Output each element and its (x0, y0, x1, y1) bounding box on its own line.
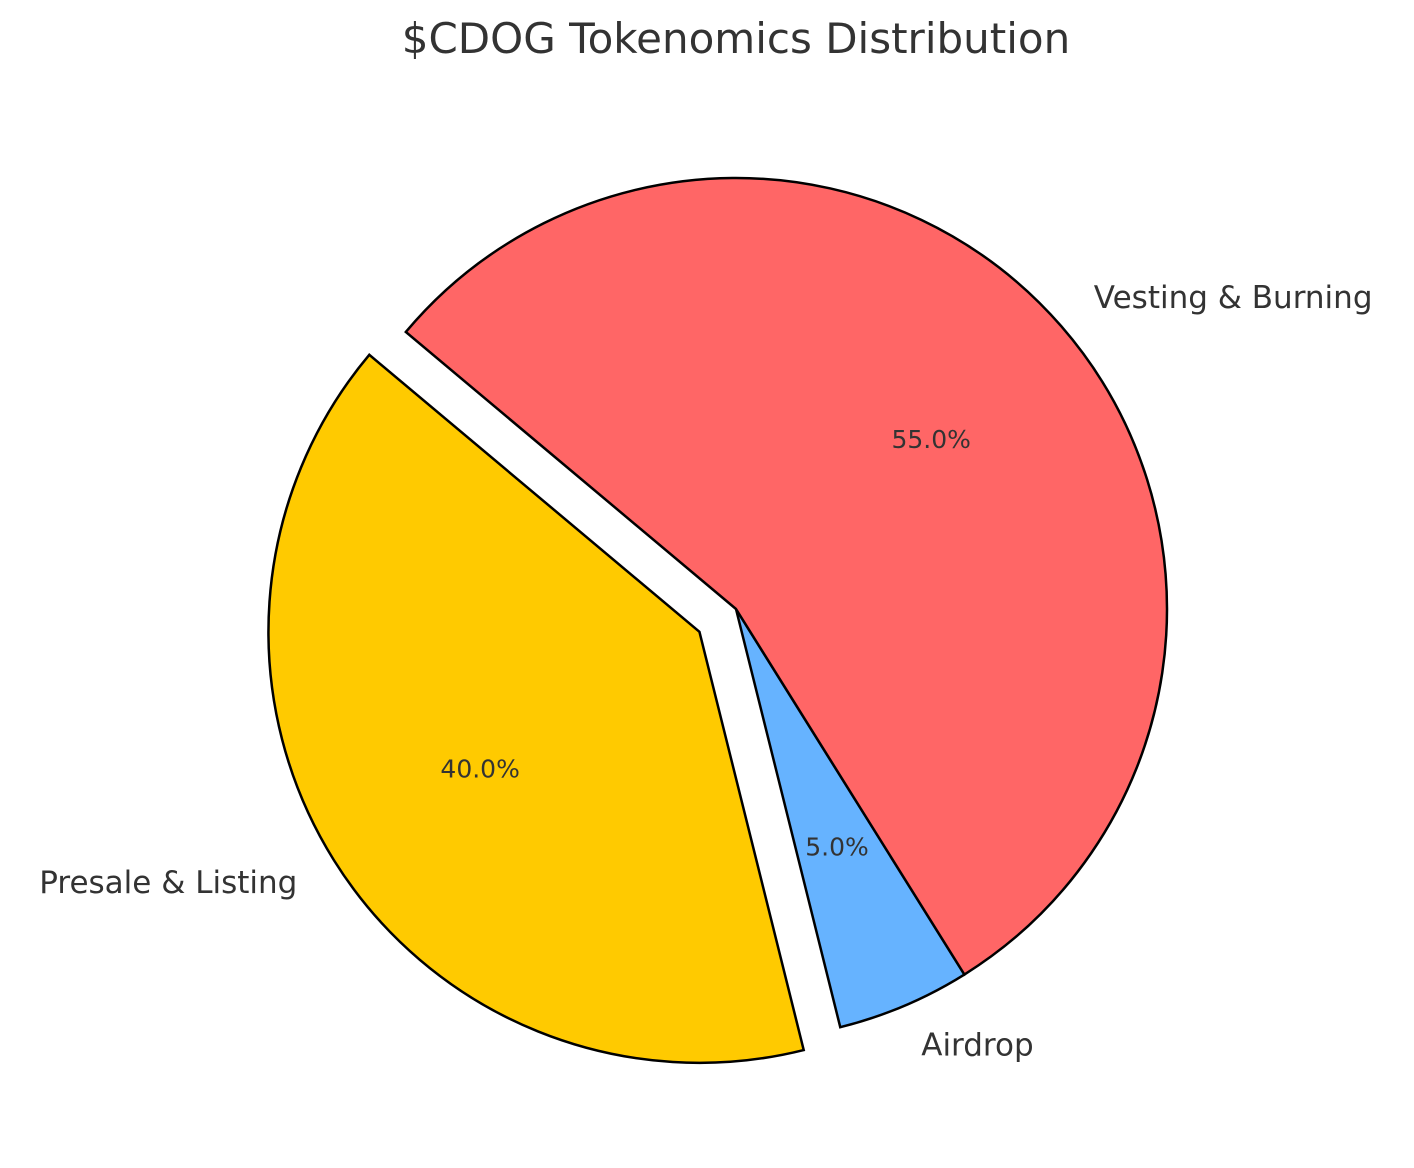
pie-slices (267, 176, 1169, 1065)
slice-percent-presale-listing: 40.0% (440, 754, 519, 783)
pie-labels: Presale & Listing 40.0% Airdrop 5.0% Vesting… (39, 280, 1372, 1063)
pie-slice-presale-listing (267, 353, 806, 1065)
slice-label-vesting-burning: Vesting & Burning (1094, 280, 1373, 316)
slice-percent-vesting-burning: 55.0% (891, 425, 970, 454)
chart-title: $CDOG Tokenomics Distribution (402, 14, 1070, 63)
pie-slice-vesting-burning (404, 176, 1169, 977)
slice-label-presale-listing: Presale & Listing (39, 865, 297, 901)
slice-percent-airdrop: 5.0% (805, 833, 869, 862)
slice-label-airdrop: Airdrop (921, 1027, 1033, 1063)
